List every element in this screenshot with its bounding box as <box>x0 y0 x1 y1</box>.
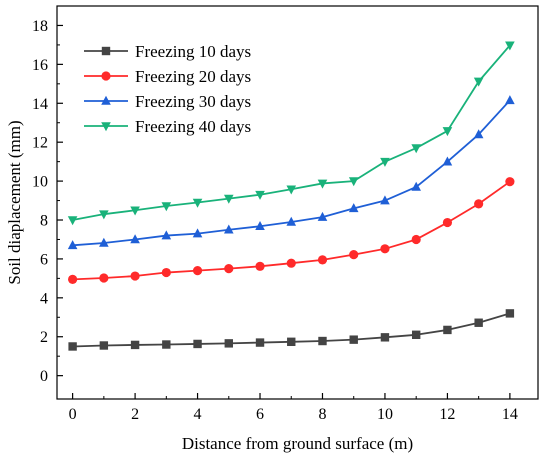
legend-label: Freezing 20 days <box>135 67 251 86</box>
data-point <box>286 185 297 195</box>
data-point <box>223 194 234 204</box>
data-point <box>286 258 296 268</box>
y-axis-title: Soil diaplacement (mm) <box>5 120 24 284</box>
x-tick-label: 8 <box>318 406 326 423</box>
data-point <box>380 157 390 167</box>
data-point <box>130 271 140 281</box>
data-point <box>474 199 484 209</box>
x-tick-label: 2 <box>131 406 139 423</box>
data-point <box>224 339 233 348</box>
legend: Freezing 10 days Freezing 20 days Freezing… <box>84 42 251 136</box>
y-tick-label: 18 <box>32 18 48 35</box>
x-tick-label: 0 <box>69 406 77 423</box>
data-point <box>349 250 359 260</box>
data-point <box>223 224 234 234</box>
data-point <box>442 127 453 137</box>
data-point <box>192 265 203 276</box>
legend-item: Freezing 30 days <box>84 92 251 111</box>
data-point <box>255 261 265 271</box>
data-point <box>411 330 421 339</box>
data-point <box>317 179 328 189</box>
y-tick-label: 8 <box>40 213 48 230</box>
plot-area-frame <box>56 5 539 400</box>
axis-ticks: 0 2 4 6 8 10 12 14 0 2 4 6 8 10 12 14 16 18 <box>32 18 518 423</box>
y-tick-label: 10 <box>32 174 48 191</box>
legend-item: Freezing 20 days <box>84 67 251 86</box>
legend-item: Freezing 40 days <box>84 117 251 136</box>
data-point <box>411 234 421 245</box>
data-point <box>505 177 515 187</box>
data-point <box>130 206 140 216</box>
data-point <box>99 273 109 283</box>
data-point <box>505 309 515 318</box>
data-point <box>193 339 202 349</box>
data-point <box>286 216 297 226</box>
data-point <box>192 198 203 208</box>
data-point <box>224 264 234 274</box>
data-point <box>287 337 296 347</box>
legend-label: Freezing 30 days <box>135 92 251 111</box>
data-point <box>67 216 78 226</box>
data-point <box>255 221 265 231</box>
data-point <box>162 340 171 349</box>
data-point <box>130 234 140 244</box>
data-point <box>380 333 390 342</box>
data-point <box>99 237 109 247</box>
data-point <box>505 95 515 105</box>
data-point <box>443 325 452 335</box>
data-point <box>99 341 109 350</box>
data-point <box>349 335 358 344</box>
x-tick-label: 12 <box>439 406 455 423</box>
data-point <box>474 318 483 327</box>
data-point <box>192 228 203 238</box>
legend-marker <box>101 71 111 81</box>
legend-marker <box>101 122 111 132</box>
x-tick-label: 4 <box>194 406 202 423</box>
x-axis-title: Distance from ground surface (m) <box>182 434 413 453</box>
data-point <box>505 41 515 51</box>
series-markers <box>67 41 515 351</box>
x-tick-label: 14 <box>502 406 518 423</box>
data-point <box>411 144 421 154</box>
data-point <box>68 342 77 351</box>
y-tick-label: 14 <box>32 96 48 113</box>
data-point <box>317 255 328 265</box>
data-point <box>442 156 453 166</box>
y-tick-label: 12 <box>32 135 48 152</box>
data-point <box>317 211 328 221</box>
data-point <box>161 267 171 278</box>
data-point <box>130 340 140 350</box>
data-point <box>318 336 327 346</box>
data-point <box>380 195 390 205</box>
data-point <box>442 217 453 228</box>
data-point <box>348 177 359 187</box>
y-tick-label: 6 <box>40 251 48 268</box>
data-point <box>99 210 109 220</box>
series-lines <box>72 44 511 348</box>
data-point <box>161 202 172 212</box>
legend-item: Freezing 10 days <box>84 42 251 61</box>
y-tick-label: 16 <box>32 57 48 74</box>
data-point <box>473 129 484 139</box>
y-tick-label: 2 <box>40 329 48 346</box>
x-tick-label: 6 <box>256 406 264 423</box>
data-point <box>255 190 265 200</box>
data-point <box>68 274 78 284</box>
legend-marker <box>101 46 111 56</box>
data-point <box>411 181 421 191</box>
legend-marker <box>101 95 111 105</box>
data-point <box>473 77 484 87</box>
legend-label: Freezing 40 days <box>135 117 251 136</box>
data-point <box>161 230 172 240</box>
data-point <box>255 338 265 347</box>
legend-label: Freezing 10 days <box>135 42 251 61</box>
x-tick-label: 10 <box>377 406 393 423</box>
data-point <box>67 240 78 250</box>
y-tick-label: 0 <box>40 368 48 385</box>
data-point <box>380 244 390 254</box>
data-point <box>348 203 359 213</box>
y-tick-label: 4 <box>40 290 48 307</box>
